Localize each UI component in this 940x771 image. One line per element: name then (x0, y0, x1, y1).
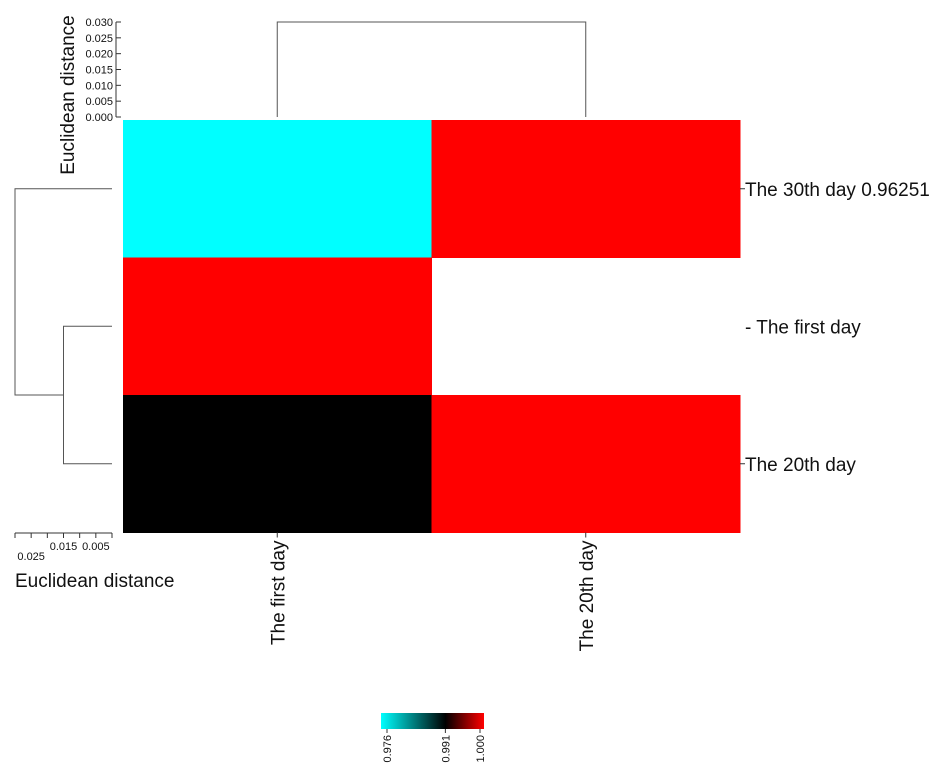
row-labels: The 30th day 0.96251 - The first day The 2… (740, 180, 930, 476)
heatmap-cells (123, 120, 741, 533)
heatmap-cell (123, 120, 432, 258)
top-axis-tick-label: 0.000 (85, 112, 113, 124)
row-label: The 30th day 0.96251 (745, 180, 930, 201)
column-labels: The first day The 20th day (268, 532, 598, 651)
row-label: The 20th day (745, 455, 856, 476)
left-axis-label: Euclidean distance (15, 571, 175, 592)
colorbar-tick-label: 0.991 (440, 735, 452, 763)
top-axis-tick-label: 0.005 (85, 96, 113, 108)
top-distance-axis: 0.030 0.025 0.020 0.015 0.010 0.005 0.000 (85, 17, 121, 124)
heatmap-cell (123, 395, 432, 533)
column-label: The first day (268, 540, 289, 645)
top-dendrogram (276, 21, 587, 117)
left-axis-tick-label: 0.005 (82, 541, 110, 553)
column-label: The 20th day (577, 540, 598, 651)
top-axis-tick-label: 0.025 (85, 33, 113, 45)
top-axis-tick-label: 0.020 (85, 49, 113, 61)
left-axis-tick-label: 0.015 (50, 541, 78, 553)
colorbar-tick-label: 0.976 (382, 735, 394, 763)
left-dendrogram-branch (14, 188, 112, 396)
left-axis-tick-label: 0.025 (17, 551, 45, 563)
colorbar-tick-label: 1.000 (475, 735, 487, 763)
row-label: - The first day (745, 317, 861, 338)
left-dendrogram-branch (63, 325, 112, 465)
colorbar-ticks: 0.976 0.991 1.000 (382, 729, 487, 763)
left-dendrogram (14, 188, 112, 465)
heatmap-cell (431, 395, 741, 533)
left-distance-axis: 0.025 0.015 0.005 (14, 532, 113, 563)
heatmap-cell (123, 257, 432, 396)
top-axis-tick-label: 0.015 (85, 65, 113, 77)
top-dendrogram-branch (276, 21, 587, 117)
top-axis-label: Euclidean distance (58, 15, 79, 175)
top-axis-tick-label: 0.010 (85, 80, 113, 92)
top-axis-tick-label: 0.030 (85, 17, 113, 29)
colorbar (381, 713, 484, 729)
heatmap-cell (431, 120, 741, 258)
